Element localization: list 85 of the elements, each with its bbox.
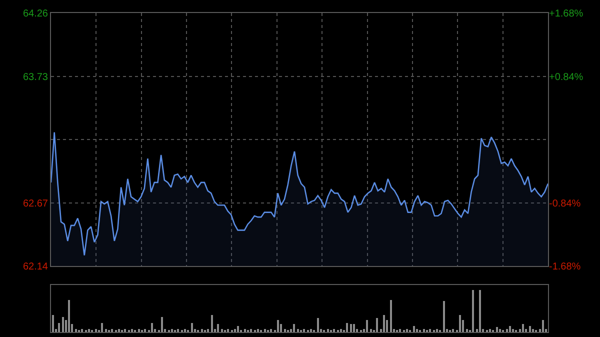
bar <box>207 329 209 332</box>
bar <box>88 329 90 332</box>
bar <box>310 329 312 332</box>
bar <box>366 320 368 332</box>
bar <box>297 329 299 332</box>
bar <box>144 329 146 332</box>
bar <box>416 329 418 332</box>
bar <box>101 323 103 332</box>
bar <box>217 324 219 332</box>
bar <box>496 327 498 332</box>
bar <box>350 324 352 332</box>
bar <box>280 324 282 332</box>
bar <box>383 315 385 332</box>
bar <box>512 329 514 332</box>
y2-tick-label: -1.68% <box>549 262 581 272</box>
bar <box>506 329 508 332</box>
bar <box>376 318 378 332</box>
bar <box>264 329 266 332</box>
bar <box>340 329 342 332</box>
bar <box>370 329 372 332</box>
bar <box>111 329 113 332</box>
bar <box>443 301 445 332</box>
bar <box>81 329 83 332</box>
bar <box>221 329 223 332</box>
bar <box>522 324 524 332</box>
bar <box>138 329 140 332</box>
bar <box>257 329 259 332</box>
bar <box>509 326 511 332</box>
bar <box>429 329 431 332</box>
bar <box>466 329 468 332</box>
y-tick-label: 63.73 <box>22 72 48 83</box>
bar <box>75 329 77 332</box>
bar <box>499 329 501 332</box>
bar <box>390 300 392 332</box>
bar <box>406 329 408 332</box>
bar <box>436 329 438 332</box>
bar <box>413 326 415 332</box>
bar <box>452 329 454 332</box>
bar <box>211 315 213 332</box>
bar <box>472 290 474 332</box>
bar <box>171 329 173 332</box>
bar <box>250 329 252 332</box>
bar <box>459 315 461 332</box>
y-tick-label: 64.26 <box>22 8 48 20</box>
bar <box>191 323 193 332</box>
bar <box>227 329 229 332</box>
bar <box>303 329 305 332</box>
bar <box>346 323 348 332</box>
bar <box>95 329 97 332</box>
bar <box>529 326 531 332</box>
bar <box>284 329 286 332</box>
bar <box>399 329 401 332</box>
bar <box>270 329 272 332</box>
bar <box>293 324 295 332</box>
bar <box>317 318 319 332</box>
y-tick-label: 62.14 <box>22 262 48 272</box>
bar <box>423 329 425 332</box>
y2-tick-label: -0.84% <box>549 198 581 210</box>
y-tick-label: 62.67 <box>22 198 48 210</box>
bar <box>479 290 481 332</box>
bar <box>177 329 179 332</box>
bar <box>161 317 163 332</box>
bar <box>151 323 153 332</box>
bar <box>118 329 120 332</box>
bar <box>237 326 239 332</box>
y2-tick-label: +1.68% <box>549 8 584 20</box>
bar <box>277 320 279 332</box>
bar <box>327 329 329 332</box>
bar <box>105 329 107 332</box>
bar <box>131 329 133 332</box>
bar <box>62 317 64 332</box>
bar <box>52 315 54 332</box>
bar <box>333 329 335 332</box>
bar <box>353 324 355 332</box>
y2-tick-label: +0.84% <box>549 72 584 83</box>
bar <box>124 329 126 332</box>
bar <box>244 329 246 332</box>
bar <box>184 329 186 332</box>
bar <box>201 329 203 332</box>
bar <box>489 329 491 332</box>
bar <box>234 329 236 332</box>
bar <box>532 329 534 332</box>
bar <box>542 320 544 332</box>
bar <box>68 300 70 332</box>
bar <box>58 323 60 332</box>
